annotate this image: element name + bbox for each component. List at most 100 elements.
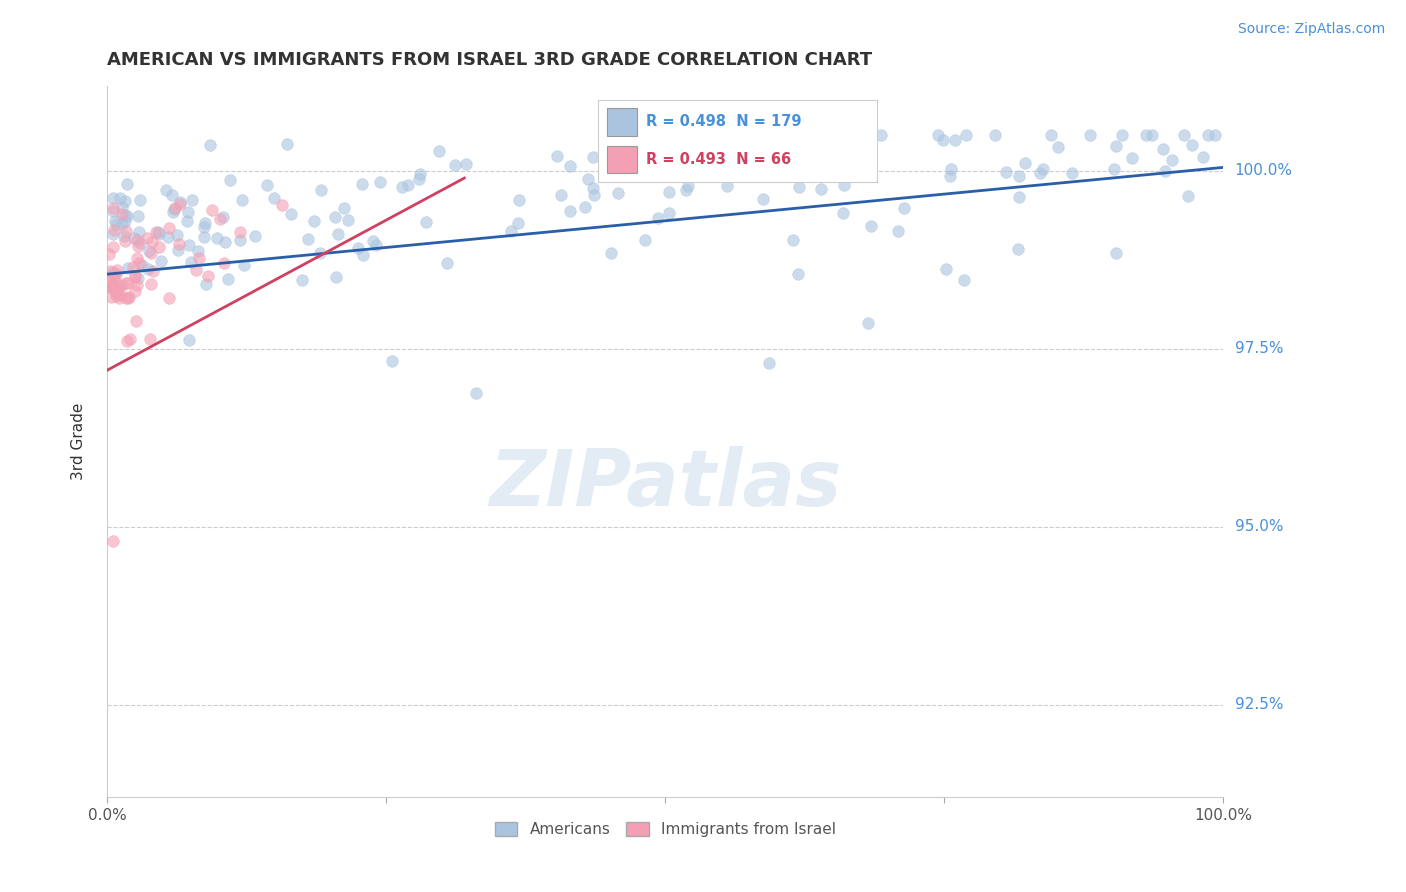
Point [436, 256, 458, 270]
Point [167, 236, 190, 251]
Point [1105, 139, 1128, 153]
Point [716, 179, 738, 194]
Point [105, 263, 128, 277]
Point [391, 180, 413, 194]
Point [794, 128, 817, 143]
Point [104, 274, 127, 288]
Point [105, 286, 128, 301]
Point [127, 239, 149, 253]
Point [932, 133, 955, 147]
Point [858, 316, 880, 330]
Point [614, 158, 637, 172]
Point [831, 206, 853, 220]
Legend: Americans, Immigrants from Israel: Americans, Immigrants from Israel [488, 816, 842, 843]
Point [311, 183, 333, 197]
Point [138, 244, 160, 258]
Point [115, 291, 138, 305]
Point [1154, 163, 1177, 178]
Text: AMERICAN VS IMMIGRANTS FROM ISRAEL 3RD GRADE CORRELATION CHART: AMERICAN VS IMMIGRANTS FROM ISRAEL 3RD G… [107, 51, 872, 69]
Point [114, 194, 136, 209]
Point [127, 271, 149, 285]
Point [1080, 128, 1102, 143]
Point [127, 209, 149, 223]
Point [101, 204, 124, 219]
Point [148, 227, 170, 242]
Point [117, 291, 139, 305]
Point [129, 235, 152, 250]
Point [115, 177, 138, 191]
Point [101, 265, 124, 279]
Point [815, 136, 838, 150]
Point [97, 272, 120, 286]
Point [361, 235, 384, 249]
Point [576, 171, 599, 186]
Point [103, 239, 125, 253]
Point [124, 268, 146, 283]
Point [1121, 151, 1143, 165]
Point [1008, 190, 1031, 204]
Point [675, 183, 697, 197]
Point [117, 260, 139, 275]
Point [100, 269, 122, 284]
Point [180, 194, 202, 208]
Point [136, 261, 159, 276]
Point [508, 216, 530, 230]
Point [270, 197, 292, 211]
Point [683, 151, 706, 165]
Point [165, 201, 187, 215]
Point [157, 230, 180, 244]
Point [1029, 166, 1052, 180]
Point [115, 224, 138, 238]
Point [124, 270, 146, 285]
Text: 95.0%: 95.0% [1234, 519, 1284, 534]
Point [323, 211, 346, 225]
Text: 100.0%: 100.0% [1234, 163, 1292, 178]
Point [177, 334, 200, 348]
Point [169, 194, 191, 209]
Point [139, 277, 162, 292]
Point [664, 151, 686, 165]
Point [415, 215, 437, 229]
Point [333, 201, 356, 215]
Point [98, 264, 121, 278]
Point [229, 233, 252, 247]
Point [229, 225, 252, 239]
Point [150, 254, 173, 268]
Point [101, 191, 124, 205]
Point [125, 314, 148, 328]
Point [1177, 189, 1199, 203]
Point [112, 228, 135, 243]
Text: Source: ZipAtlas.com: Source: ZipAtlas.com [1237, 22, 1385, 37]
Point [104, 267, 127, 281]
Point [243, 228, 266, 243]
Point [834, 162, 856, 177]
Point [114, 234, 136, 248]
Point [1140, 128, 1163, 143]
Point [101, 280, 124, 294]
Point [193, 230, 215, 244]
Point [111, 217, 134, 231]
Point [778, 128, 800, 143]
Point [128, 194, 150, 208]
Point [943, 133, 966, 147]
Point [346, 241, 368, 255]
Y-axis label: 3rd Grade: 3rd Grade [72, 403, 86, 480]
Point [1060, 166, 1083, 180]
Point [782, 234, 804, 248]
Point [607, 186, 630, 200]
Point [291, 273, 314, 287]
Point [1046, 140, 1069, 154]
Point [114, 213, 136, 227]
Point [1008, 169, 1031, 184]
Point [280, 207, 302, 221]
Point [1102, 162, 1125, 177]
Point [110, 191, 132, 205]
Point [1161, 153, 1184, 168]
Point [214, 235, 236, 250]
Point [118, 290, 141, 304]
Point [188, 251, 211, 265]
Point [197, 269, 219, 284]
Point [218, 173, 240, 187]
Point [465, 386, 488, 401]
Point [350, 177, 373, 191]
